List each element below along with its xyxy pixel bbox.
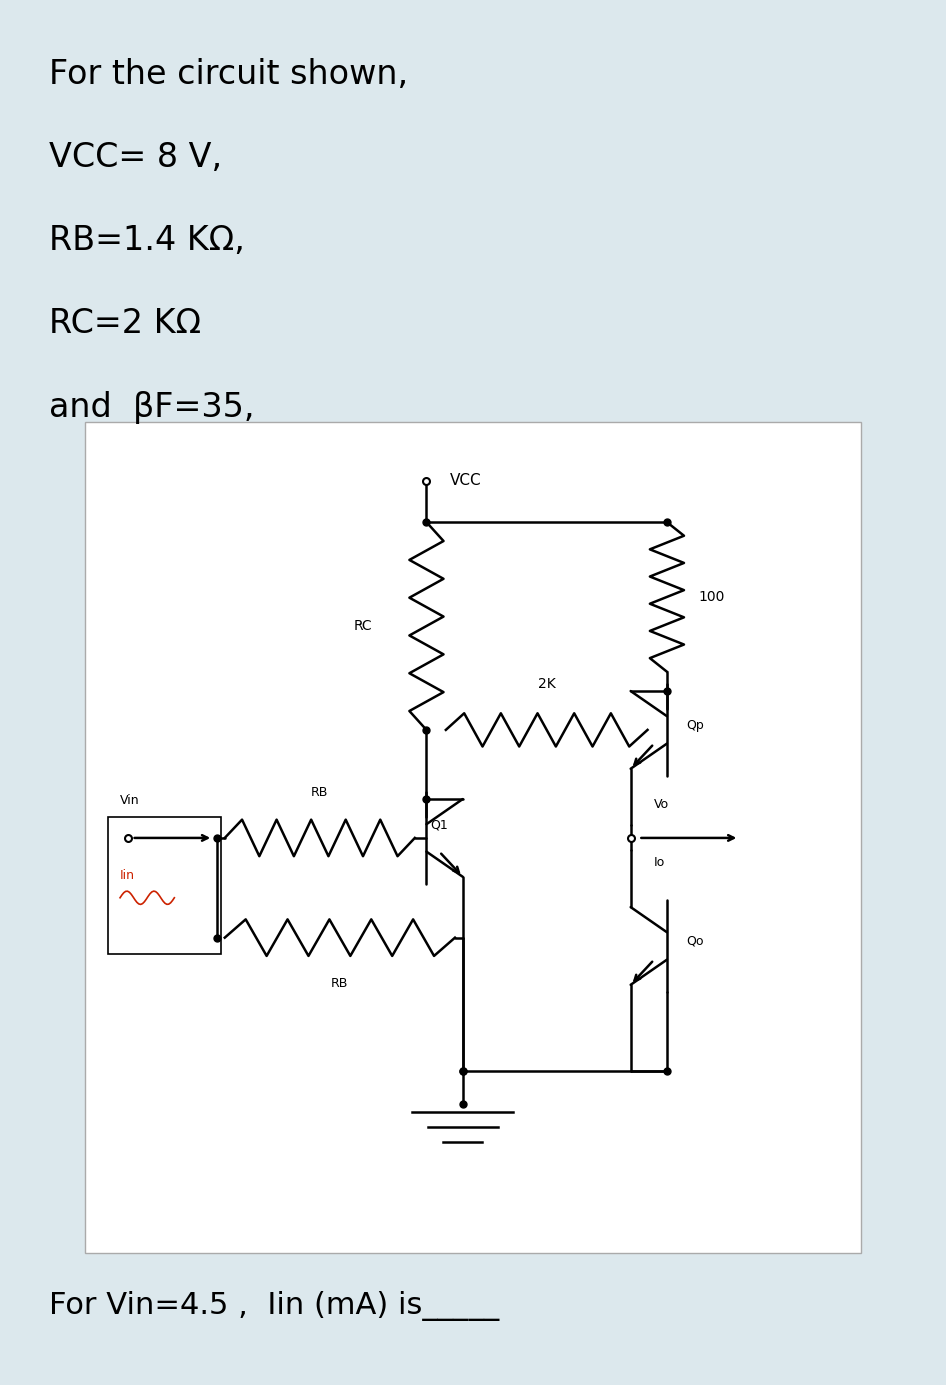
Text: VCC: VCC <box>449 474 482 488</box>
Text: Io: Io <box>654 856 665 870</box>
Text: Q1: Q1 <box>430 819 448 831</box>
Text: RB: RB <box>311 785 328 799</box>
Bar <box>85 422 861 1253</box>
Text: Vin: Vin <box>120 794 140 807</box>
Text: RB: RB <box>331 976 348 990</box>
Text: 2K: 2K <box>538 677 555 691</box>
Text: RC=2 KΩ: RC=2 KΩ <box>49 307 201 341</box>
Text: RC: RC <box>354 619 372 633</box>
Text: For Vin=4.5 ,  Iin (mA) is_____: For Vin=4.5 , Iin (mA) is_____ <box>49 1291 499 1321</box>
Text: VCC= 8 V,: VCC= 8 V, <box>49 141 222 175</box>
Bar <box>109 817 220 954</box>
Text: Qp: Qp <box>687 719 704 731</box>
Text: Qo: Qo <box>687 935 704 947</box>
Text: Iin: Iin <box>120 868 135 882</box>
Text: 100: 100 <box>698 590 725 604</box>
Text: and  βF=35,: and βF=35, <box>49 391 254 424</box>
Text: For the circuit shown,: For the circuit shown, <box>49 58 409 91</box>
Text: Vo: Vo <box>654 798 669 812</box>
Text: RB=1.4 KΩ,: RB=1.4 KΩ, <box>49 224 245 258</box>
